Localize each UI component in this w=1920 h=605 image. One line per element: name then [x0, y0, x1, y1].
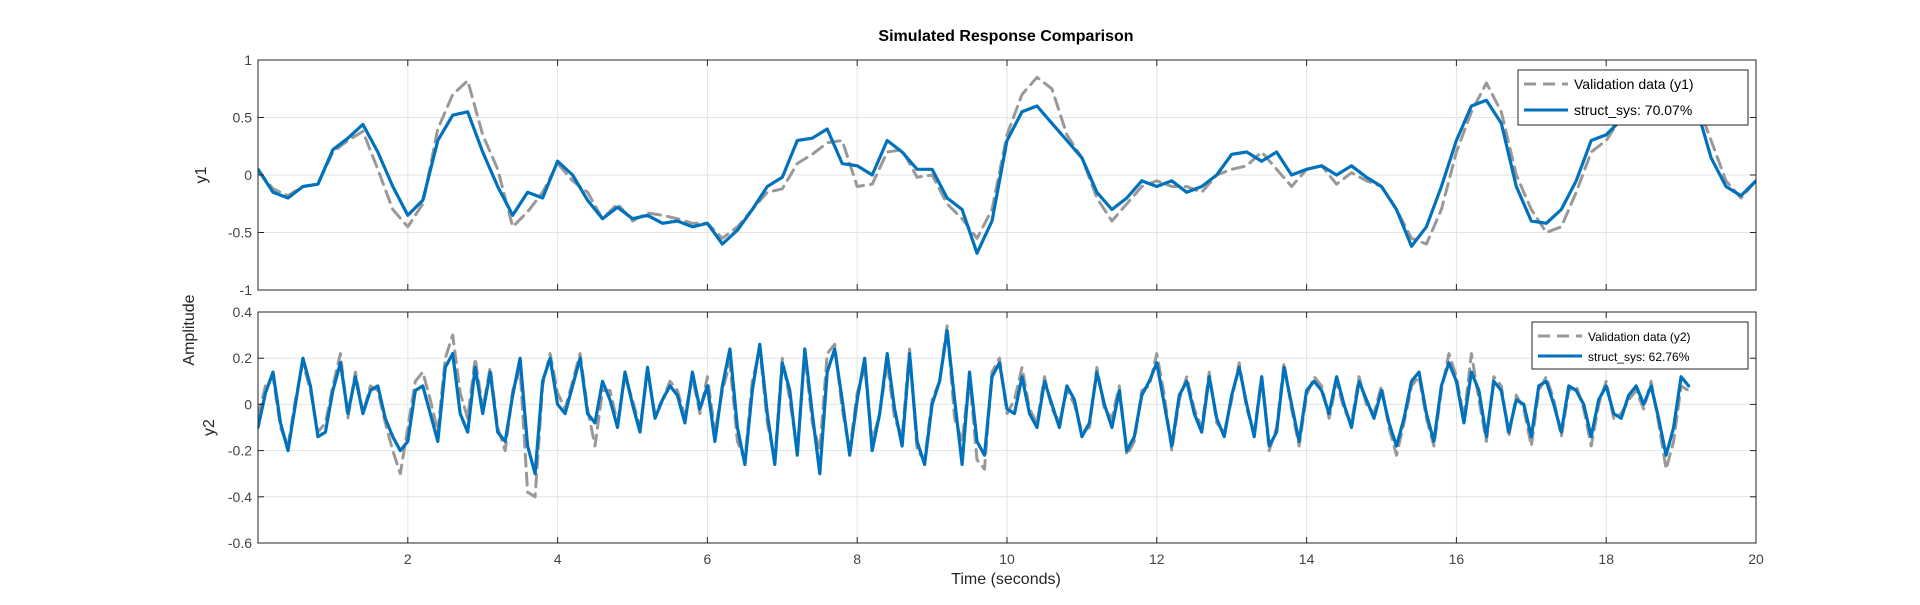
- y-tick-label: -0.5: [228, 225, 252, 241]
- legend-box: [1531, 321, 1749, 370]
- y-tick-label: -0.2: [228, 443, 252, 459]
- x-tick-label: 20: [1748, 551, 1764, 567]
- legend-2: Validation data (y2) struct_sys: 62.76%: [1531, 321, 1749, 370]
- legend-entry-label: Validation data (y1): [1574, 76, 1694, 92]
- legend-1: Validation data (y1) struct_sys: 70.07%: [1517, 69, 1749, 126]
- x-tick-label: 16: [1449, 551, 1465, 567]
- y-tick-label: 0: [244, 167, 252, 183]
- x-tick-label: 18: [1598, 551, 1614, 567]
- shared-y-axis-label: Amplitude: [181, 294, 198, 365]
- y-tick-label: 0.2: [233, 350, 253, 366]
- legend-entry-label: struct_sys: 70.07%: [1574, 102, 1692, 118]
- y-tick-label: 1: [244, 52, 252, 68]
- chart-title: Simulated Response Comparison: [878, 28, 1133, 45]
- y-tick-label: -0.6: [228, 535, 252, 551]
- y-tick-label: 0.4: [233, 304, 253, 320]
- y-tick-label: 0: [244, 396, 252, 412]
- x-tick-label: 10: [999, 551, 1015, 567]
- legend-box: [1517, 69, 1749, 126]
- x-axis-label: Time (seconds): [951, 571, 1061, 588]
- x-tick-label: 8: [853, 551, 861, 567]
- subplot-y-label: y1: [193, 166, 210, 183]
- y-tick-label: 0.5: [233, 110, 253, 126]
- subplot-container: -1 -0.5 0 0.5 1 y1 Validation data (y1) struct_…: [193, 52, 1764, 567]
- y-tick-label: -1: [240, 282, 253, 298]
- legend-entry-label: struct_sys: 62.76%: [1588, 350, 1690, 364]
- subplot-1: -1 -0.5 0 0.5 1 y1 Validation data (y1) struct_…: [193, 52, 1757, 298]
- y-tick-label: -0.4: [228, 489, 252, 505]
- validation-data-line: [258, 75, 1756, 246]
- x-tick-label: 12: [1149, 551, 1165, 567]
- model-response-line: [258, 328, 1691, 476]
- x-tick-label: 14: [1299, 551, 1315, 567]
- x-tick-label: 6: [704, 551, 712, 567]
- legend-entry-label: Validation data (y2): [1588, 330, 1691, 344]
- model-response-line: [258, 98, 1756, 255]
- subplot-2: -0.6 -0.4 -0.2 0 0.2 0.4 2 4 6 8 10 12 14 16 18 20 y2 Val…: [201, 304, 1764, 567]
- x-tick-label: 2: [404, 551, 412, 567]
- subplot-y-label: y2: [201, 419, 218, 436]
- x-tick-label: 4: [554, 551, 562, 567]
